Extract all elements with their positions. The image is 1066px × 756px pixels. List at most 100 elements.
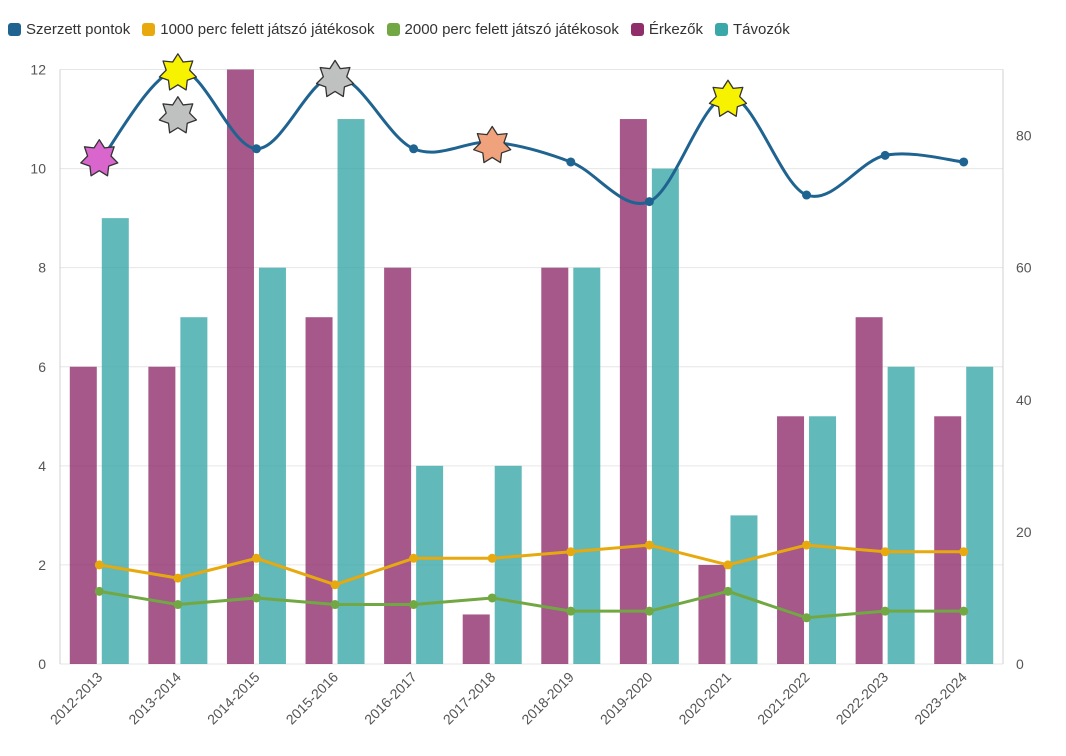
series-point: [802, 613, 812, 623]
y-left-tick-label: 0: [38, 656, 46, 672]
series-point: [880, 606, 890, 616]
series-point: [880, 547, 890, 557]
series-point: [330, 600, 340, 610]
legend-item[interactable]: Érkezők: [630, 20, 704, 38]
series-point: [723, 586, 733, 596]
bar: [619, 119, 647, 664]
legend: Szerzett pontok 1000 perc felett játszó j…: [8, 16, 802, 42]
x-tick-label: 2014-2015: [204, 669, 263, 728]
star-marker: [80, 139, 119, 177]
star-marker: [158, 96, 198, 134]
series-point: [644, 540, 654, 550]
legend-swatch: [142, 22, 156, 36]
bar: [226, 69, 254, 664]
series-point: [94, 560, 104, 570]
x-tick-label: 2012-2013: [47, 669, 106, 728]
legend-label: Szerzett pontok: [26, 20, 131, 38]
bar: [180, 317, 208, 664]
bar: [730, 515, 758, 664]
series-point: [94, 586, 104, 596]
legend-item[interactable]: 1000 perc felett játszó játékosok: [142, 20, 375, 38]
series-point: [251, 144, 261, 154]
series-point: [802, 190, 812, 200]
series-point: [251, 553, 261, 563]
bar: [966, 366, 994, 664]
series-point: [644, 197, 654, 207]
legend-swatch: [386, 22, 400, 36]
legend-swatch: [715, 22, 729, 36]
star-marker: [708, 79, 748, 117]
legend-label: Távozók: [733, 20, 790, 38]
y-left-tick-label: 8: [38, 260, 46, 276]
x-tick-label: 2016-2017: [361, 669, 420, 728]
series-point: [487, 553, 497, 563]
series-point: [802, 540, 812, 550]
bar: [809, 416, 837, 664]
bar: [777, 416, 805, 664]
legend-label: Érkezők: [648, 20, 704, 38]
bar: [573, 267, 601, 664]
series-point: [330, 580, 340, 590]
y-right-tick-label: 60: [1016, 260, 1032, 276]
x-tick-label: 2022-2023: [833, 669, 892, 728]
series-point: [566, 606, 576, 616]
series-point: [566, 157, 576, 167]
series-point: [959, 606, 969, 616]
bar: [934, 416, 962, 664]
bar: [462, 614, 490, 664]
y-left-tick-label: 4: [38, 458, 46, 474]
y-right-tick-label: 80: [1016, 128, 1032, 144]
bar: [541, 267, 569, 664]
series-point: [644, 606, 654, 616]
legend-swatch: [8, 22, 21, 36]
bar: [855, 317, 883, 664]
y-right-tick-label: 40: [1016, 392, 1032, 408]
x-tick-label: 2015-2016: [283, 669, 342, 728]
bar: [698, 564, 726, 664]
series-point: [409, 144, 419, 154]
series-point: [409, 600, 419, 610]
legend-item[interactable]: Szerzett pontok: [8, 21, 130, 38]
series-point: [566, 547, 576, 557]
series-point: [409, 553, 419, 563]
series-point: [173, 600, 183, 610]
x-tick-label: 2017-2018: [440, 669, 499, 728]
series-point: [487, 593, 497, 603]
bar: [258, 267, 286, 664]
bar: [101, 218, 129, 664]
y-left-tick-label: 6: [38, 359, 46, 375]
bar: [384, 267, 412, 664]
bar: [494, 465, 522, 664]
series-point: [173, 573, 183, 583]
legend-item[interactable]: Távozók: [715, 21, 790, 38]
series-line: [99, 543, 964, 587]
legend-swatch: [630, 22, 644, 36]
bar: [337, 119, 365, 664]
series-point: [959, 157, 969, 167]
x-tick-label: 2021-2022: [754, 669, 813, 728]
star-marker: [473, 125, 512, 164]
y-left-tick-label: 12: [30, 62, 46, 78]
y-right-tick-label: 20: [1016, 524, 1032, 540]
x-tick-label: 2023-2024: [911, 669, 970, 728]
star-marker: [315, 59, 355, 98]
legend-item[interactable]: 2000 perc felett játszó játékosok: [386, 21, 619, 38]
y-right-tick-label: 0: [1016, 656, 1024, 672]
y-left-tick-label: 2: [38, 557, 46, 573]
bar: [69, 366, 97, 664]
series-point: [251, 593, 261, 603]
series-point: [959, 547, 969, 557]
bar: [416, 465, 444, 664]
series-point: [723, 560, 733, 570]
x-tick-label: 2019-2020: [597, 669, 656, 728]
series-point: [880, 150, 890, 160]
series-line: [99, 589, 964, 620]
bar: [651, 168, 679, 665]
bar: [148, 366, 176, 664]
legend-label: 1000 perc felett játszó játékosok: [160, 20, 375, 38]
star-marker: [158, 53, 198, 91]
bar: [887, 366, 915, 664]
bar: [305, 317, 333, 664]
